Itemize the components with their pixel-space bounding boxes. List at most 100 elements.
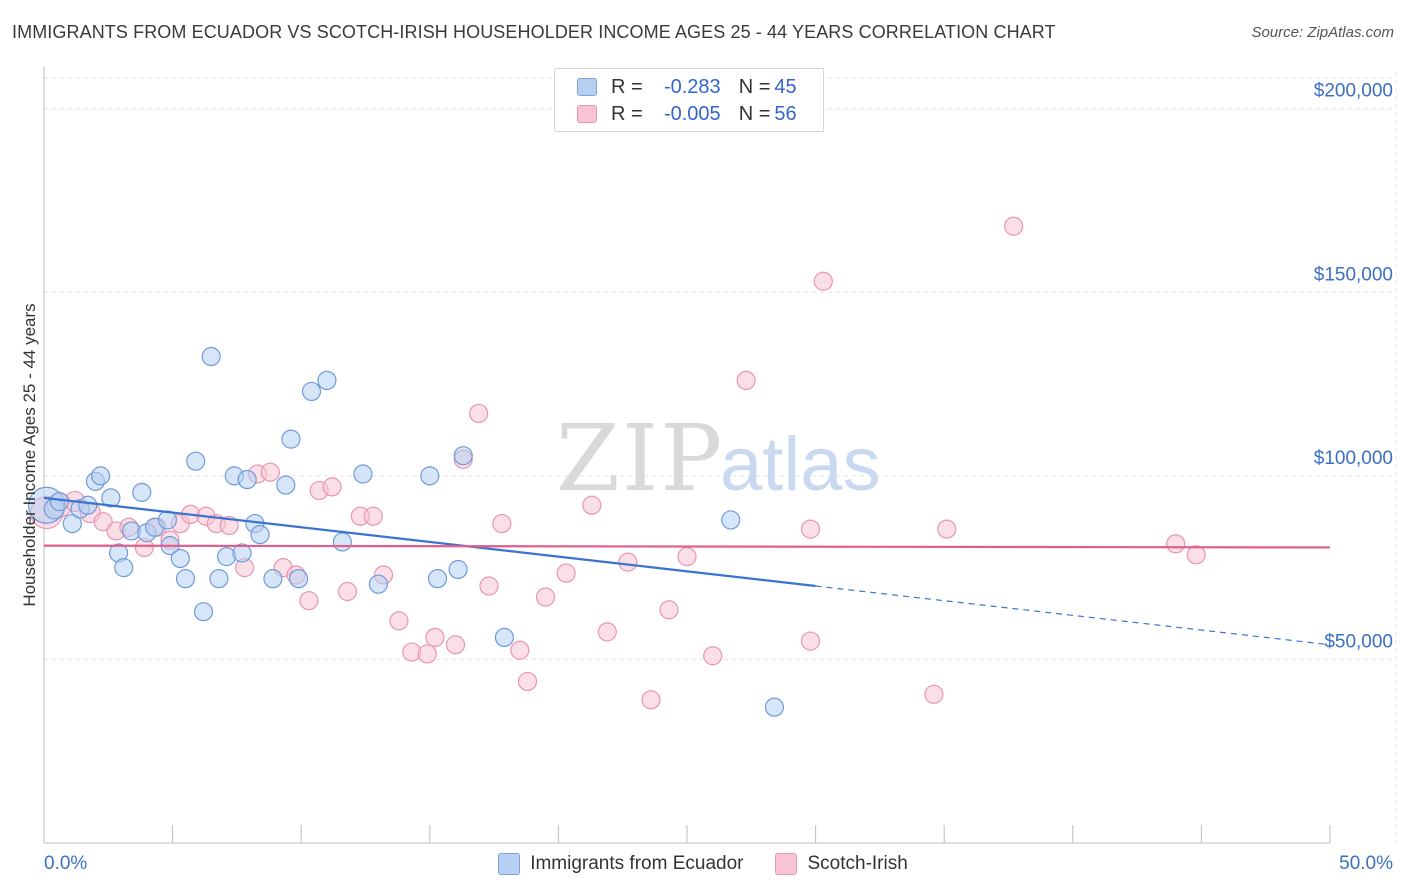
legend-n-label: N = [738,102,771,125]
legend-swatch-blue [498,853,521,875]
scotch-irish-point [322,477,342,497]
ecuador-point [201,346,221,367]
ecuador-point [114,558,134,578]
trend-lines [43,496,1331,646]
ecuador-point [368,574,388,594]
ecuador-point [332,532,352,552]
scotch-irish-point [677,547,697,567]
scotch-irish-point [618,552,638,572]
scotch-irish-point [703,646,723,666]
scotch-irish-point [445,635,466,655]
scotch-irish-point [556,563,576,583]
ecuador-point [232,543,252,563]
scotch-irish-point [659,600,679,620]
ecuador-point [49,491,70,512]
legend-n-value: 56 [774,102,797,125]
ecuador-point [170,548,190,569]
scotch-irish-point [1004,216,1024,236]
scotch-irish-point [535,587,556,607]
legend-swatch-pink [775,853,798,875]
ecuador-point [721,510,741,530]
ecuador-point [317,370,337,390]
legend-swatch-blue [577,78,597,96]
series-legend: Immigrants from Ecuador Scotch-Irish [0,851,1406,877]
legend-n-label: N = [738,75,771,98]
ecuador-point [186,451,206,471]
y-tick-label: $50,000 [1324,631,1393,652]
legend-label-ecuador: Immigrants from Ecuador [530,853,744,874]
ecuador-point [427,569,448,589]
x-tick-label: 0.0% [44,853,87,874]
y-tick-label: $100,000 [1314,448,1393,469]
ecuador-point [78,495,98,515]
legend-r-value: -0.005 [663,102,721,125]
legend-item-ecuador[interactable]: Immigrants from Ecuador [498,853,743,875]
ecuador-point [420,466,440,486]
scotch-irish-point [363,506,383,526]
scotch-irish-point [337,581,358,602]
scotch-irish-point [736,370,756,390]
scotch-irish-point [582,495,602,515]
scotch-irish-point [1186,545,1206,565]
scotch-irish-point [510,640,530,660]
ecuador-trend-extension [815,585,1331,646]
ecuador-point [193,602,214,622]
watermark-atlas: atlas [720,422,881,507]
scotch-irish-point [800,631,821,651]
x-tick-labels: 0.0% 50.0% [44,853,1393,874]
series-ecuador-points [27,346,785,717]
legend-r-label: R = [611,75,643,98]
ecuador-point [301,381,322,402]
ecuador-point [276,475,296,495]
ecuador-point [453,446,473,466]
y-tick-label: $150,000 [1314,264,1393,285]
scotch-irish-point [597,622,617,642]
x-tick-label: 50.0% [1339,853,1393,874]
scotch-irish-trend-line [43,544,1331,549]
scotch-irish-point [389,611,409,631]
ecuador-point [175,569,196,589]
scotch-irish-point [425,627,445,648]
watermark: ZIP atlas [556,405,881,512]
legend-item-scotch-irish[interactable]: Scotch-Irish [775,853,908,875]
legend-n-value: 45 [774,75,797,98]
scotch-irish-point [517,671,538,692]
scotch-irish-point [1166,534,1186,554]
scotch-irish-point [800,519,821,539]
scotch-irish-point [469,403,489,424]
legend-r-value: -0.283 [663,75,721,98]
scotch-irish-point [219,515,239,536]
ecuador-point [101,488,121,508]
chart-title: IMMIGRANTS FROM ECUADOR VS SCOTCH-IRISH … [12,22,1056,42]
y-tick-labels: $50,000 $100,000 $150,000 $200,000 [1314,81,1393,653]
ecuador-point [132,482,152,502]
ecuador-point [764,697,785,717]
watermark-zip: ZIP [556,405,724,512]
ecuador-point [90,466,111,486]
scotch-irish-point [417,644,437,664]
ecuador-point [209,569,229,589]
ecuador-point [353,464,373,484]
ecuador-trend-line [43,496,816,588]
scotch-irish-point [260,462,280,482]
stats-legend: R = -0.283 N = 45 R = -0.005 N = 56 [554,68,824,132]
legend-swatch-pink [577,105,597,123]
legend-row-ecuador: R = -0.283 N = 45 [577,75,797,99]
scotch-irish-point [479,576,499,596]
axes [43,66,1331,844]
y-axis-title: Householder Income Ages 25 - 44 years [20,303,39,607]
scotch-irish-point [641,690,661,710]
ecuador-point [289,569,309,589]
ecuador-point [263,569,283,589]
source-label: Source: ZipAtlas.com [1251,24,1394,41]
scotch-irish-point [299,591,319,611]
y-tick-label: $200,000 [1314,81,1393,102]
scotch-irish-point [937,519,957,539]
scotch-irish-point [924,684,944,704]
ecuador-point [237,469,257,490]
legend-row-scotch-irish: R = -0.005 N = 56 [577,102,797,126]
ecuador-point [494,627,514,648]
ecuador-point [448,559,468,580]
ecuador-point [250,524,270,545]
